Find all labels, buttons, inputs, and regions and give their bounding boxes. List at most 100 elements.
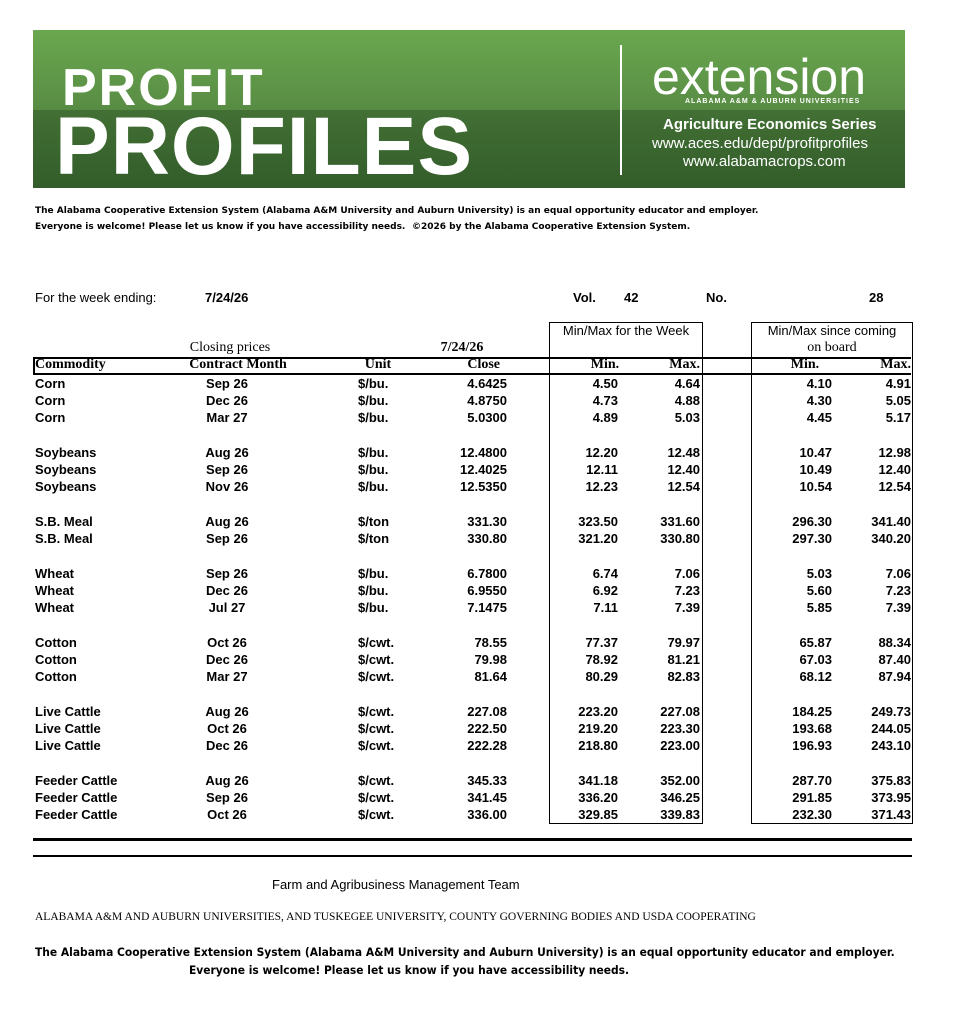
week-max: 7.06 xyxy=(674,566,700,581)
board-max: 5.17 xyxy=(885,410,911,425)
close: 12.4800 xyxy=(460,445,507,460)
week-date: 7/24/26 xyxy=(205,290,249,305)
eoe: Everyone is welcome! Please let us know … xyxy=(189,963,630,977)
close: 4.8750 xyxy=(467,393,507,408)
week-max: 79.97 xyxy=(667,635,700,650)
board-min: 10.54 xyxy=(799,479,832,494)
week-min: 80.29 xyxy=(585,669,618,684)
week-min: 78.92 xyxy=(585,652,618,667)
commodity: Wheat xyxy=(35,566,74,581)
group-header: on board xyxy=(807,340,857,355)
commodity: Corn xyxy=(35,410,66,425)
contract-month: Aug 26 xyxy=(205,704,249,719)
vol-label: Vol. xyxy=(573,290,596,305)
week-min: 12.20 xyxy=(585,445,618,460)
week-min: 336.20 xyxy=(578,790,618,805)
close: 222.50 xyxy=(467,721,507,736)
contract-month: Mar 27 xyxy=(206,669,248,684)
commodity: Live Cattle xyxy=(35,704,101,719)
banner xyxy=(33,30,905,188)
board-min: 65.87 xyxy=(799,635,832,650)
week-max: 5.03 xyxy=(674,410,700,425)
commodity: S.B. Meal xyxy=(35,531,93,546)
unit: $/bu. xyxy=(358,445,389,460)
week-max: 12.54 xyxy=(667,479,700,494)
week-max: 4.88 xyxy=(674,393,700,408)
bottom-rule xyxy=(33,855,912,857)
board-min: 67.03 xyxy=(799,652,832,667)
week-min: 6.74 xyxy=(592,566,618,581)
unit: $/bu. xyxy=(358,393,389,408)
commodity: Corn xyxy=(35,376,66,391)
close: 341.45 xyxy=(467,790,507,805)
week-min: 4.73 xyxy=(592,393,618,408)
close: 6.9550 xyxy=(467,583,507,598)
week-max: 4.64 xyxy=(674,376,700,391)
board-max: 4.91 xyxy=(885,376,911,391)
close: 222.28 xyxy=(467,738,507,753)
cooperating: ALABAMA A&M AND AUBURN UNIVERSITIES, AND… xyxy=(35,911,756,923)
week-min: 329.85 xyxy=(578,807,618,822)
week-max: 330.80 xyxy=(660,531,700,546)
unit: $/cwt. xyxy=(358,807,395,822)
unit: $/cwt. xyxy=(358,773,395,788)
no: 28 xyxy=(869,290,884,305)
contract-month: Aug 26 xyxy=(205,514,249,529)
board-max: 7.06 xyxy=(885,566,911,581)
week-min: 341.18 xyxy=(578,773,618,788)
column-header: Max. xyxy=(669,357,700,372)
board-max: 373.95 xyxy=(871,790,911,805)
week-max: 7.39 xyxy=(674,600,700,615)
unit: $/cwt. xyxy=(358,790,395,805)
unit: $/cwt. xyxy=(358,669,395,684)
week-min: 219.20 xyxy=(578,721,618,736)
commodity: Feeder Cattle xyxy=(35,790,118,805)
week-max: 331.60 xyxy=(660,514,700,529)
week-box xyxy=(549,322,703,824)
column-header: Close xyxy=(467,357,500,372)
unit: $/cwt. xyxy=(358,721,395,736)
commodity: Wheat xyxy=(35,583,74,598)
close: 12.4025 xyxy=(460,462,507,477)
week-max: 7.23 xyxy=(674,583,700,598)
week-min: 321.20 xyxy=(578,531,618,546)
board-max: 5.05 xyxy=(885,393,911,408)
date-header: 7/24/26 xyxy=(440,340,484,355)
close: 227.08 xyxy=(467,704,507,719)
unit: $/cwt. xyxy=(358,704,395,719)
board-min: 5.60 xyxy=(806,583,832,598)
commodity: Corn xyxy=(35,393,66,408)
week-label: For the week ending: xyxy=(35,290,157,305)
contract-month: Aug 26 xyxy=(205,445,249,460)
unit: $/ton xyxy=(358,514,390,529)
team: Farm and Agribusiness Management Team xyxy=(272,877,520,892)
bottom-rule xyxy=(33,838,912,841)
week-max: 339.83 xyxy=(660,807,700,822)
board-min: 196.93 xyxy=(792,738,832,753)
close: 4.6425 xyxy=(467,376,507,391)
contract-month: Oct 26 xyxy=(207,635,247,650)
week-min: 323.50 xyxy=(578,514,618,529)
commodity: Cotton xyxy=(35,669,77,684)
header-rule xyxy=(33,357,911,359)
no-label: No. xyxy=(706,290,727,305)
contract-month: Aug 26 xyxy=(205,773,249,788)
board-max: 12.40 xyxy=(878,462,911,477)
contract-month: Nov 26 xyxy=(205,479,249,494)
notice: Everyone is welcome! Please let us know … xyxy=(35,222,406,232)
close: 336.00 xyxy=(467,807,507,822)
copyright: ©2026 by the Alabama Cooperative Extensi… xyxy=(412,222,691,232)
contract-month: Oct 26 xyxy=(207,807,247,822)
week-min: 223.20 xyxy=(578,704,618,719)
close: 5.0300 xyxy=(467,410,507,425)
header-rule xyxy=(33,357,35,374)
commodity: Wheat xyxy=(35,600,74,615)
board-box xyxy=(751,322,913,824)
column-header: Min. xyxy=(790,357,820,372)
contract-month: Jul 27 xyxy=(208,600,246,615)
board-min: 4.30 xyxy=(806,393,832,408)
board-max: 87.94 xyxy=(878,669,911,684)
vol: 42 xyxy=(624,290,639,305)
board-max: 12.54 xyxy=(878,479,911,494)
